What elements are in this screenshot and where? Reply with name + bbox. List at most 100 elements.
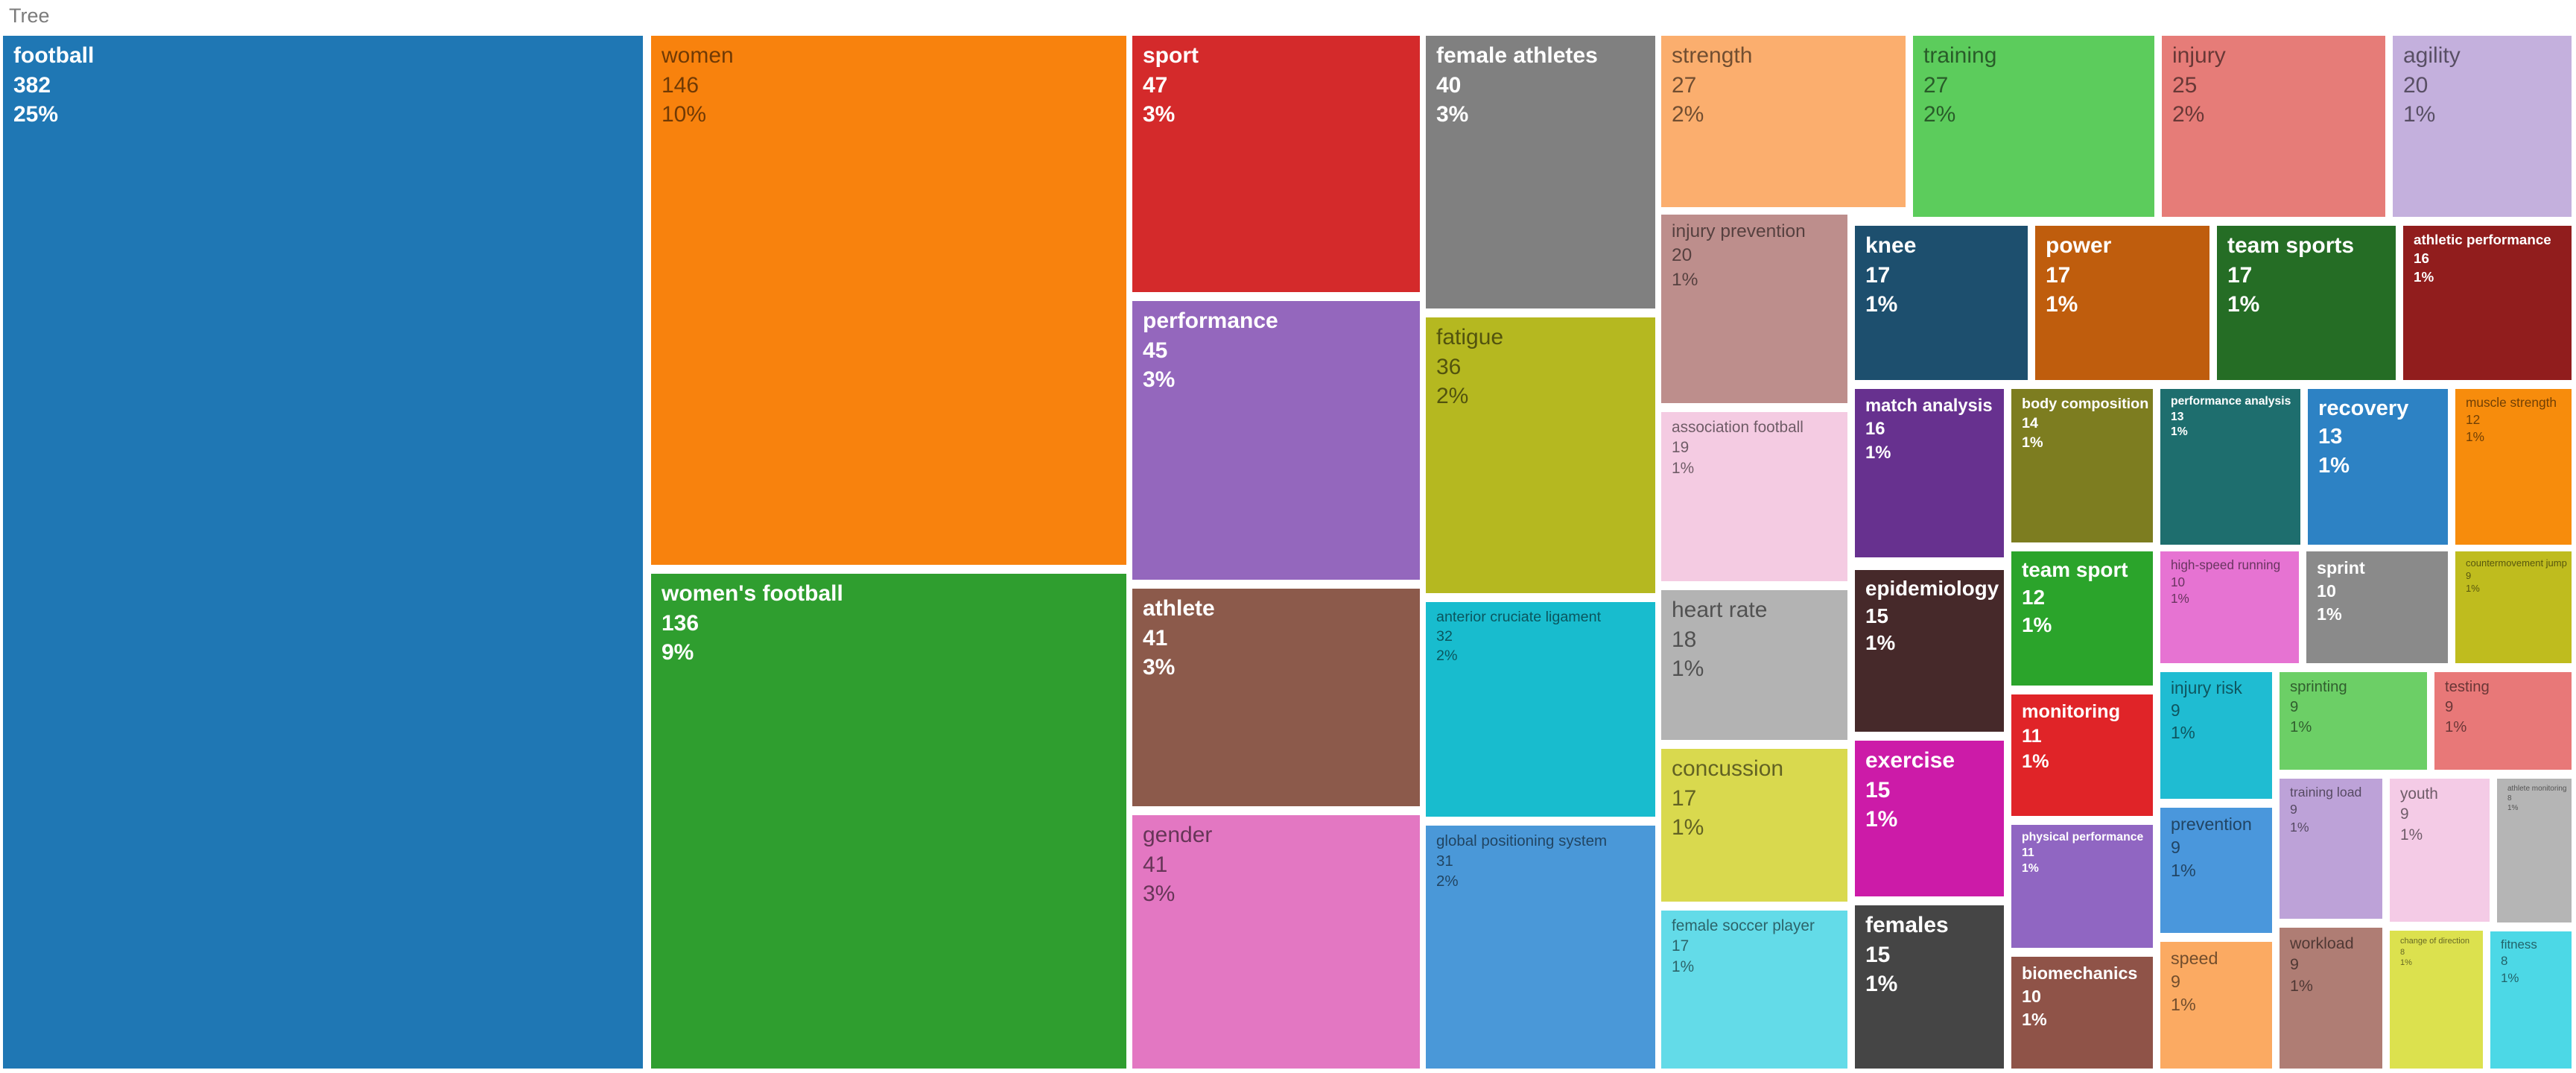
treemap-cell-injury-prevention[interactable]: injury prevention 20 1% bbox=[1661, 215, 1847, 403]
cell-value: 40 bbox=[1436, 72, 1462, 98]
cell-label: athlete bbox=[1143, 596, 1215, 621]
treemap-cell-association-football[interactable]: association football 19 1% bbox=[1661, 412, 1847, 581]
cell-value: 146 bbox=[662, 72, 699, 98]
cell-value: 11 bbox=[2022, 726, 2042, 747]
treemap-cell-muscle-strength[interactable]: muscle strength 12 1% bbox=[2455, 389, 2572, 545]
treemap-cell-exercise[interactable]: exercise 15 1% bbox=[1855, 741, 2004, 896]
cell-percent: 1% bbox=[2022, 1009, 2047, 1029]
treemap-cell-athlete[interactable]: athlete 41 3% bbox=[1132, 589, 1420, 806]
treemap-cell-workload[interactable]: workload 9 1% bbox=[2280, 928, 2382, 1069]
cell-label: knee bbox=[1865, 233, 1917, 258]
treemap-cell-team-sport[interactable]: team sport 12 1% bbox=[2011, 551, 2153, 686]
cell-percent: 1% bbox=[2414, 268, 2434, 285]
cell-percent: 1% bbox=[2445, 718, 2467, 735]
treemap-cell-fatigue[interactable]: fatigue 36 2% bbox=[1426, 317, 1655, 593]
cell-percent: 1% bbox=[1672, 656, 1704, 682]
treemap-cell-female-athletes[interactable]: female athletes 40 3% bbox=[1426, 36, 1655, 308]
cell-label: females bbox=[1865, 913, 1949, 937]
treemap-cell-gender[interactable]: gender 41 3% bbox=[1132, 815, 1420, 1069]
cell-label: heart rate bbox=[1672, 598, 1768, 622]
treemap-cell-injury-risk[interactable]: injury risk 9 1% bbox=[2160, 672, 2272, 799]
treemap-cell-speed[interactable]: speed 9 1% bbox=[2160, 942, 2272, 1069]
cell-label: team sports bbox=[2227, 233, 2355, 258]
treemap-cell-youth[interactable]: youth 9 1% bbox=[2390, 779, 2490, 922]
treemap-cell-strength[interactable]: strength 27 2% bbox=[1661, 36, 1906, 207]
cell-value: 19 bbox=[1672, 439, 1690, 457]
cell-percent: 1% bbox=[2022, 434, 2043, 452]
treemap-cell-high-speed-running[interactable]: high-speed running 10 1% bbox=[2160, 551, 2299, 663]
cell-value: 382 bbox=[13, 72, 51, 98]
treemap-cell-testing[interactable]: testing 9 1% bbox=[2434, 672, 2572, 770]
cell-label: injury prevention bbox=[1672, 221, 1806, 241]
treemap-cell-female-soccer-player[interactable]: female soccer player 17 1% bbox=[1661, 911, 1847, 1069]
cell-percent: 2% bbox=[1672, 102, 1704, 127]
treemap-cell-performance[interactable]: performance 45 3% bbox=[1132, 301, 1420, 580]
treemap-cell-performance-analysis[interactable]: performance analysis 13 1% bbox=[2160, 389, 2300, 545]
cell-percent: 1% bbox=[2022, 613, 2052, 636]
cell-label: match analysis bbox=[1865, 396, 1993, 416]
treemap-cell-athlete-monitoring[interactable]: athlete monitoring 8 1% bbox=[2497, 779, 2572, 922]
cell-value: 136 bbox=[662, 610, 699, 636]
cell-value: 11 bbox=[2022, 846, 2034, 859]
cell-label: muscle strength bbox=[2466, 395, 2557, 410]
cell-value: 25 bbox=[2172, 72, 2198, 98]
treemap-cell-training[interactable]: training 27 2% bbox=[1913, 36, 2154, 217]
treemap-cell-global-positioning-system[interactable]: global positioning system 31 2% bbox=[1426, 826, 1655, 1069]
cell-value: 16 bbox=[1865, 419, 1885, 440]
cell-percent: 3% bbox=[1143, 367, 1176, 393]
cell-label: gender bbox=[1143, 823, 1213, 847]
treemap-cell-recovery[interactable]: recovery 13 1% bbox=[2308, 389, 2448, 545]
cell-label: injury bbox=[2172, 43, 2226, 68]
treemap-cell-concussion[interactable]: concussion 17 1% bbox=[1661, 749, 1847, 902]
treemap-cell-heart-rate[interactable]: heart rate 18 1% bbox=[1661, 590, 1847, 740]
treemap-cell-training-load[interactable]: training load 9 1% bbox=[2280, 779, 2382, 919]
cell-label: prevention bbox=[2171, 814, 2252, 834]
treemap-cell-females[interactable]: females 15 1% bbox=[1855, 905, 2004, 1069]
cell-label: high-speed running bbox=[2171, 557, 2281, 572]
treemap-cell-fitness[interactable]: fitness 8 1% bbox=[2490, 931, 2572, 1069]
treemap-cell-change-of-direction[interactable]: change of direction 8 1% bbox=[2390, 931, 2483, 1069]
treemap-cell-prevention[interactable]: prevention 9 1% bbox=[2160, 808, 2272, 933]
cell-value: 17 bbox=[1672, 937, 1690, 955]
treemap-cell-team-sports[interactable]: team sports 17 1% bbox=[2217, 226, 2396, 380]
treemap-cell-athletic-performance[interactable]: athletic performance 16 1% bbox=[2403, 226, 2572, 380]
cell-percent: 1% bbox=[1865, 807, 1898, 832]
cell-value: 15 bbox=[1865, 942, 1891, 967]
cell-value: 15 bbox=[1865, 777, 1891, 803]
cell-value: 9 bbox=[2290, 698, 2299, 715]
treemap-cell-sprinting[interactable]: sprinting 9 1% bbox=[2280, 672, 2427, 770]
treemap-cell-sport[interactable]: sport 47 3% bbox=[1132, 36, 1420, 292]
treemap-cell-physical-performance[interactable]: physical performance 11 1% bbox=[2011, 825, 2153, 948]
cell-value: 32 bbox=[1436, 628, 1453, 645]
treemap-cell-football[interactable]: football 382 25% bbox=[3, 36, 643, 1069]
cell-percent: 1% bbox=[2466, 583, 2480, 595]
treemap-cell-match-analysis[interactable]: match analysis 16 1% bbox=[1855, 389, 2004, 557]
cell-percent: 1% bbox=[2501, 970, 2519, 985]
cell-percent: 2% bbox=[2172, 102, 2205, 127]
cell-label: exercise bbox=[1865, 748, 1955, 773]
treemap-cell-biomechanics[interactable]: biomechanics 10 1% bbox=[2011, 957, 2153, 1069]
cell-label: football bbox=[13, 43, 95, 68]
cell-percent: 2% bbox=[1436, 384, 1469, 409]
cell-label: physical performance bbox=[2022, 831, 2144, 843]
treemap-cell-monitoring[interactable]: monitoring 11 1% bbox=[2011, 694, 2153, 816]
cell-label: performance analysis bbox=[2171, 395, 2291, 408]
cell-percent: 1% bbox=[2046, 292, 2078, 317]
treemap-cell-epidemiology[interactable]: epidemiology 15 1% bbox=[1855, 570, 2004, 732]
treemap-cell-agility[interactable]: agility 20 1% bbox=[2393, 36, 2572, 217]
treemap-cell-women[interactable]: women 146 10% bbox=[651, 36, 1126, 565]
cell-label: strength bbox=[1672, 43, 1753, 68]
treemap-cell-injury[interactable]: injury 25 2% bbox=[2162, 36, 2385, 217]
cell-value: 41 bbox=[1143, 625, 1168, 651]
treemap-cell-women-s-football[interactable]: women's football 136 9% bbox=[651, 574, 1126, 1069]
treemap-cell-countermovement-jump[interactable]: countermovement jump 9 1% bbox=[2455, 551, 2572, 663]
cell-value: 14 bbox=[2022, 415, 2039, 432]
treemap-cell-anterior-cruciate-ligament[interactable]: anterior cruciate ligament 32 2% bbox=[1426, 602, 1655, 817]
cell-value: 12 bbox=[2466, 411, 2481, 427]
treemap-cell-knee[interactable]: knee 17 1% bbox=[1855, 226, 2028, 380]
treemap-cell-sprint[interactable]: sprint 10 1% bbox=[2306, 551, 2448, 663]
treemap-cell-body-composition[interactable]: body composition 14 1% bbox=[2011, 389, 2153, 542]
treemap-cell-power[interactable]: power 17 1% bbox=[2035, 226, 2209, 380]
cell-percent: 1% bbox=[2171, 591, 2189, 607]
cell-value: 17 bbox=[1865, 262, 1891, 288]
